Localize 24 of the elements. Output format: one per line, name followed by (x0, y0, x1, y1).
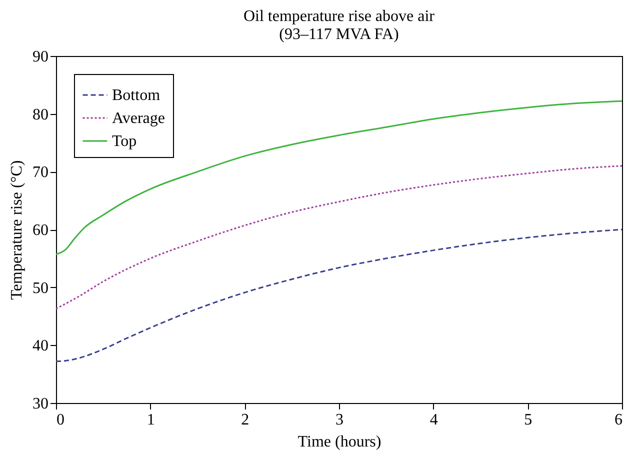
x-tick-label: 2 (241, 412, 250, 428)
y-axis-title: Temperature rise (°C) (8, 160, 26, 300)
chart-title: Oil temperature rise above air (243, 8, 436, 25)
y-tick-label: 50 (32, 280, 48, 297)
legend-label: Average (112, 110, 165, 127)
chart-subtitle: (93–117 MVA FA) (279, 26, 399, 43)
x-tick-label: 6 (614, 412, 622, 428)
legend-label: Top (112, 133, 137, 150)
x-axis-title: Time (hours) (298, 434, 382, 450)
legend-label: Bottom (112, 87, 161, 104)
line-series (55, 228, 623, 362)
x-tick-label: 1 (146, 412, 155, 428)
x-tick-label: 3 (336, 412, 344, 428)
x-tick-label: 4 (430, 412, 438, 428)
y-tick-label: 60 (32, 222, 48, 239)
y-tick-label: 70 (32, 164, 48, 182)
line-series (55, 165, 623, 310)
x-tick-label: 0 (56, 412, 64, 428)
y-tick-label: 90 (32, 48, 48, 66)
line-series (55, 100, 623, 256)
x-tick-label: 5 (524, 412, 532, 428)
y-tick-label: 40 (32, 338, 48, 355)
y-tick-label: 30 (32, 396, 48, 412)
y-tick-label: 80 (32, 106, 48, 124)
